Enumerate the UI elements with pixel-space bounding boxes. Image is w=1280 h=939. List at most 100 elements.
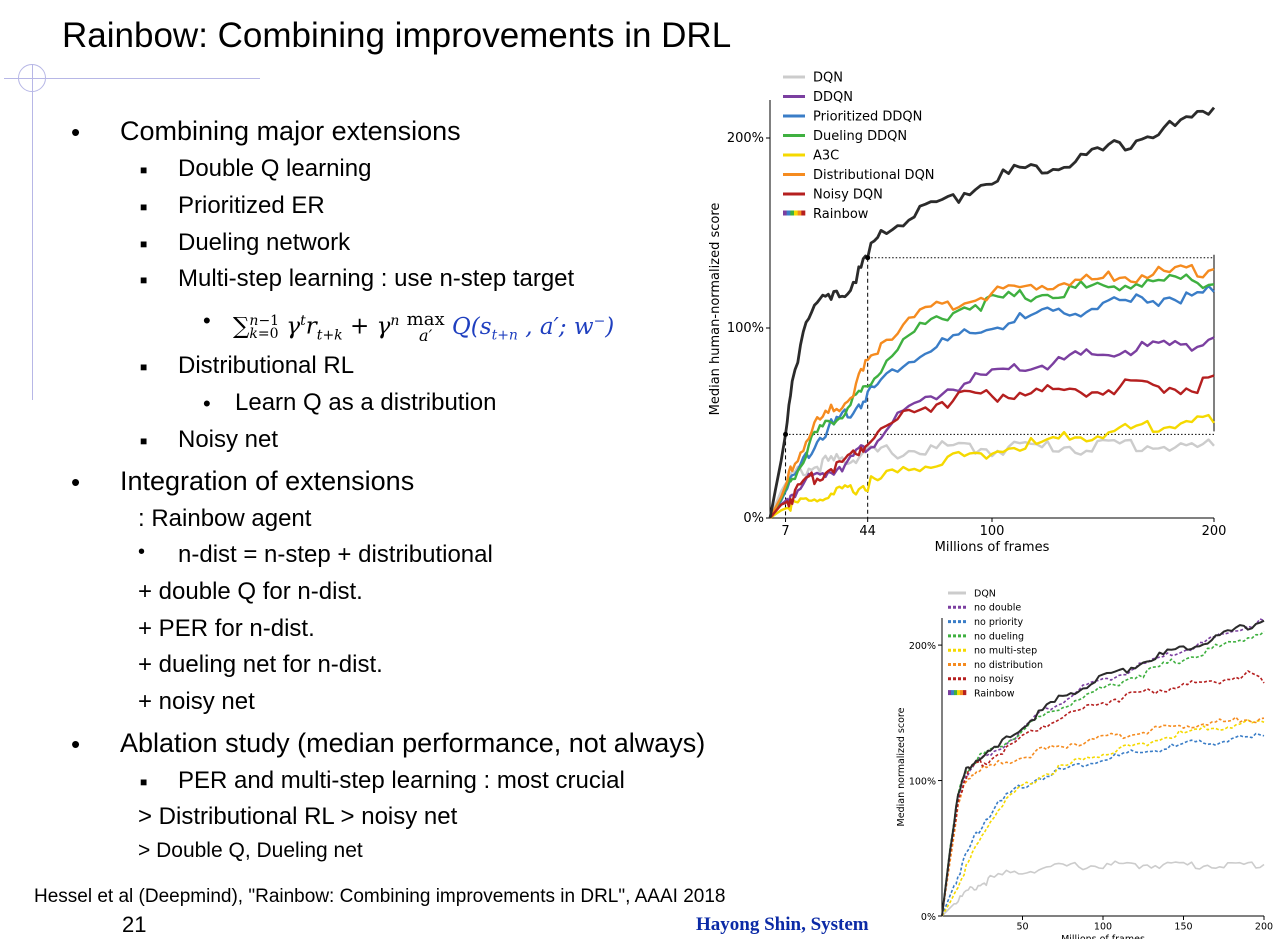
bullet-square-icon: ■ [140, 200, 148, 214]
y-axis-label: Median human-normalized score [708, 203, 723, 416]
series-line-dqn [941, 860, 1265, 917]
y-tick-label: 0% [743, 511, 764, 526]
series-line-no-double [941, 618, 1265, 917]
x-tick-label: 150 [1174, 922, 1192, 933]
legend-label-dqn: DQN [974, 588, 996, 599]
legend-label-rainbow: Rainbow [813, 207, 869, 222]
y-tick-label: 200% [909, 641, 936, 652]
bullet-square-icon: ■ [140, 237, 148, 251]
legend-swatch-rainbow [957, 690, 961, 696]
series-line-a3c [769, 413, 1215, 519]
y-tick-label: 0% [921, 912, 936, 923]
bullet-double-q: Double Q learning [178, 155, 372, 182]
bullet-dot-icon: • [71, 467, 81, 497]
bullet-square-icon: ■ [140, 163, 148, 177]
legend-swatch-rainbow [794, 210, 798, 216]
legend-swatch-rainbow [960, 690, 964, 696]
slide-title: Rainbow: Combining improvements in DRL [62, 16, 732, 55]
citation: Hessel et al (Deepmind), "Rainbow: Combi… [34, 886, 726, 907]
legend-label-dueling-ddqn: Dueling DDQN [813, 129, 907, 144]
bullet-dueling: Dueling network [178, 229, 351, 256]
author-footer: Hayong Shin, System [696, 914, 869, 935]
legend-swatch-rainbow [797, 210, 802, 216]
reference-point [783, 431, 789, 437]
legend-swatch-rainbow [963, 690, 967, 696]
legend-label-no-priority: no priority [974, 617, 1024, 628]
per-multistep-text: PER and multi-step learning : most cruci… [178, 767, 625, 794]
legend-label-no-multi-step: no multi-step [974, 646, 1037, 657]
ablation-chart: 0% 100% 200% 50 100 150 200 Millions of frames M… [896, 588, 1273, 939]
legend-label-ddqn: DDQN [813, 90, 853, 105]
legend-label-no-noisy: no noisy [974, 674, 1014, 685]
legend-label-no-double: no double [974, 603, 1021, 614]
bullet-learn-q: Learn Q as a distribution [235, 389, 497, 416]
bullet-multistep: Multi-step learning : use n-step target [178, 265, 575, 292]
legend-label-prioritized-ddqn: Prioritized DDQN [813, 110, 922, 125]
bullet-dot-icon: • [138, 541, 146, 563]
x-tick-label: 7 [781, 524, 789, 539]
rainbow-agent-text: : Rainbow agent [138, 505, 312, 532]
plus-noisy-text: + noisy net [138, 688, 255, 715]
decorative-rule [4, 78, 260, 79]
bullet-noisy: Noisy net [178, 426, 279, 453]
bullet-combining: Combining major extensions [120, 116, 461, 146]
series-line-distributional-dqn [768, 263, 1215, 519]
decorative-circle [18, 64, 46, 92]
legend-label-rainbow: Rainbow [974, 689, 1015, 700]
legend-label-distributional-dqn: Distributional DQN [813, 168, 935, 183]
reference-point [865, 255, 871, 261]
decorative-rule-vertical [32, 64, 33, 400]
series-line-no-multi-step [941, 719, 1265, 917]
n-step-target-formula: ∑ n−1 k=0 γtrt+k + γn max a′ Q(st+n , a′; w… [233, 308, 615, 345]
plus-dueling-text: + dueling net for n-dist. [138, 651, 383, 678]
legend-label-dqn: DQN [813, 71, 843, 86]
bullet-dot-icon: • [203, 308, 211, 333]
series-line-dqn [768, 438, 1215, 519]
rainbow-main-chart: 0% 100% 200% 7 44 100 200 Millions of frames Med… [708, 71, 1227, 555]
plus-per-text: + PER for n-dist. [138, 615, 315, 642]
double-dueling-text: > Double Q, Dueling net [138, 839, 363, 862]
series-line-no-priority [941, 732, 1265, 917]
page-number: 21 [122, 912, 147, 937]
distributional-gt-text: > Distributional RL > noisy net [138, 803, 458, 830]
ndist-text: n-dist = n-step + distributional [178, 541, 493, 568]
x-axis-label: Millions of frames [935, 540, 1050, 555]
x-tick-label: 100 [980, 524, 1005, 539]
series-line-rainbow [941, 619, 1265, 917]
plus-double-text: + double Q for n-dist. [138, 578, 363, 605]
x-axis-label: Millions of frames [1061, 934, 1145, 939]
bullet-dot-icon: • [71, 117, 81, 147]
bullet-square-icon: ■ [140, 360, 148, 374]
y-tick-label: 100% [727, 321, 764, 336]
bullet-dot-icon: • [71, 729, 81, 759]
y-tick-label: 100% [909, 777, 936, 788]
x-tick-label: 100 [1094, 922, 1112, 933]
x-tick-label: 50 [1016, 922, 1028, 933]
x-tick-label: 200 [1202, 524, 1227, 539]
bullet-square-icon: ■ [140, 273, 148, 287]
series-line-noisy-dqn [769, 374, 1215, 519]
bullet-ablation: Ablation study (median performance, not … [120, 728, 706, 758]
series-line-no-noisy [941, 670, 1265, 917]
legend-swatch-rainbow [954, 690, 958, 696]
y-axis-label: Median normalized score [896, 707, 907, 826]
x-tick-label: 200 [1255, 922, 1273, 933]
legend-swatch-rainbow [786, 210, 791, 216]
bullet-distributional: Distributional RL [178, 352, 355, 379]
legend-swatch-rainbow [783, 210, 787, 216]
series-line-rainbow [768, 106, 1216, 519]
legend-label-noisy-dqn: Noisy DQN [813, 188, 883, 203]
legend-swatch-rainbow [951, 690, 955, 696]
legend-swatch-rainbow [948, 690, 952, 696]
y-tick-label: 200% [727, 131, 764, 146]
legend-swatch-rainbow [790, 210, 795, 216]
bullet-integration: Integration of extensions [120, 466, 415, 496]
bullet-square-icon: ■ [140, 434, 148, 448]
legend-label-a3c: A3C [813, 149, 839, 164]
legend-swatch-rainbow [801, 210, 806, 216]
legend-label-no-dueling: no dueling [974, 631, 1024, 642]
bullet-dot-icon: • [203, 391, 211, 416]
bullet-prioritized: Prioritized ER [178, 192, 325, 219]
x-tick-label: 44 [859, 524, 876, 539]
bullet-square-icon: ■ [140, 775, 148, 789]
